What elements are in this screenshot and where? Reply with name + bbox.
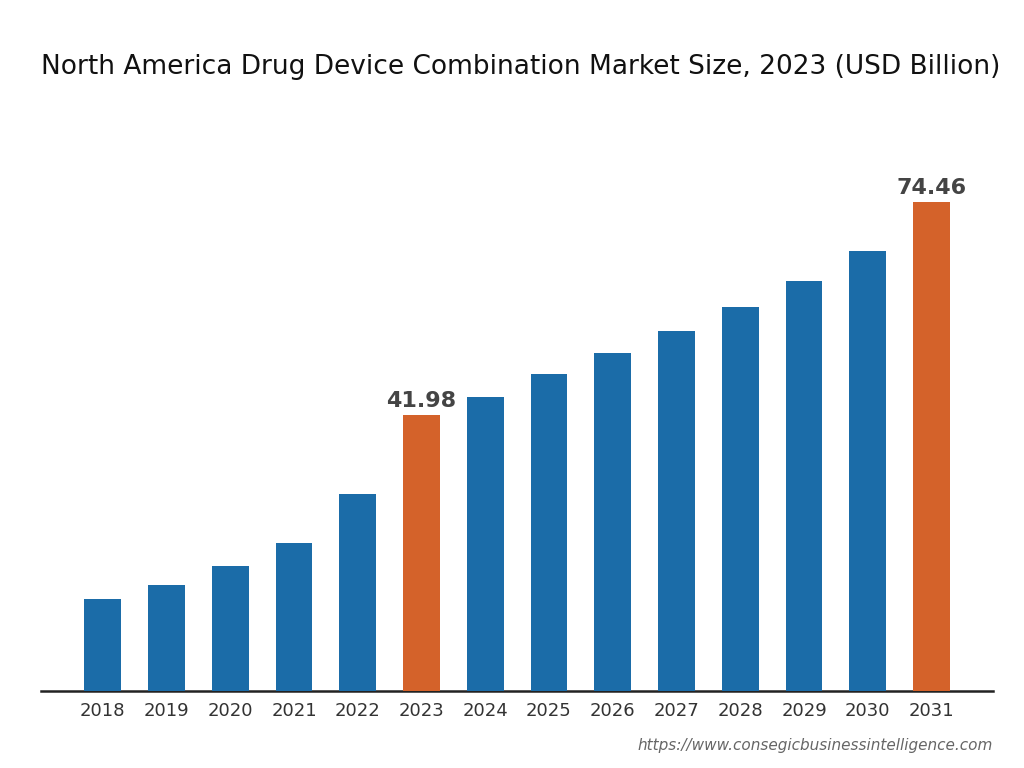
Bar — [339, 494, 376, 691]
Text: https://www.consegicbusinessintelligence.com: https://www.consegicbusinessintelligence… — [638, 737, 993, 753]
Text: 74.46: 74.46 — [896, 178, 967, 198]
Bar — [530, 375, 567, 691]
Bar — [722, 307, 759, 691]
Text: 41.98: 41.98 — [386, 392, 457, 412]
Bar — [658, 331, 695, 691]
Bar — [849, 251, 886, 691]
Bar — [84, 599, 121, 691]
Bar — [913, 202, 950, 691]
Bar — [403, 415, 440, 691]
Bar — [594, 353, 631, 691]
Text: North America Drug Device Combination Market Size, 2023 (USD Billion): North America Drug Device Combination Ma… — [41, 54, 1000, 80]
Bar — [275, 544, 312, 691]
Bar — [467, 397, 504, 691]
Bar — [212, 566, 249, 691]
Bar — [785, 280, 822, 691]
Bar — [148, 584, 185, 691]
